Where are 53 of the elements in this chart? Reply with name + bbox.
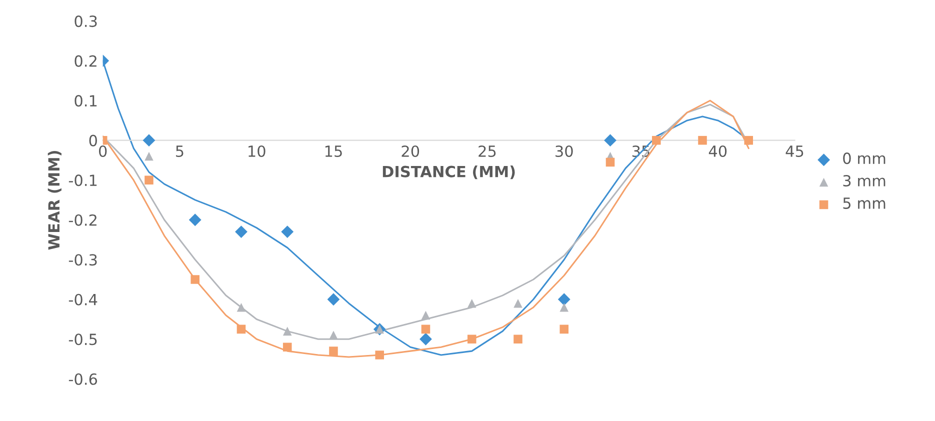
point — [142, 134, 156, 147]
point — [375, 350, 384, 360]
y-tick-label: -0.3 — [68, 254, 97, 266]
y-tick-label: 0.1 — [74, 95, 97, 107]
point — [421, 324, 430, 334]
point — [281, 226, 294, 238]
point — [606, 158, 615, 167]
legend-label: 5 mm — [843, 198, 886, 209]
y-tick-label: -0.2 — [68, 214, 96, 226]
point — [744, 136, 754, 145]
x-tick-label: 20 — [402, 145, 420, 158]
y-tick-label: 0 — [89, 134, 97, 146]
point — [236, 324, 246, 334]
point — [420, 332, 432, 346]
point — [467, 298, 476, 308]
point — [327, 293, 340, 306]
x-tick-label: 25 — [478, 145, 496, 158]
point — [190, 275, 200, 284]
x-axis-title: DISTANCE (MM) — [382, 166, 515, 180]
x-tick-label: 15 — [325, 146, 342, 158]
point — [698, 136, 707, 145]
point — [144, 152, 154, 161]
point — [144, 176, 154, 184]
point — [514, 298, 522, 308]
point — [514, 334, 522, 344]
y-tick-label: -0.4 — [68, 294, 98, 306]
point — [188, 214, 202, 226]
x-tick-label: 5 — [176, 146, 184, 158]
point — [282, 342, 292, 352]
point — [282, 326, 292, 336]
point — [235, 226, 248, 238]
y-tick-label: -0.6 — [68, 373, 98, 385]
x-tick-label: 0 — [98, 145, 107, 158]
y-tick-label: -0.5 — [68, 334, 97, 346]
y-axis-title: WEAR (MM) — [48, 151, 62, 250]
legend-label: 3 mm — [843, 174, 886, 187]
point — [236, 302, 246, 312]
point — [652, 136, 661, 145]
x-tick-label: 30 — [556, 145, 573, 158]
point — [558, 293, 570, 306]
y-tick-label: 0.3 — [74, 16, 97, 28]
x-tick-label: 45 — [786, 146, 804, 158]
point — [560, 324, 569, 334]
x-tick-label: 10 — [248, 145, 266, 158]
x-tick-label: 40 — [708, 145, 727, 158]
point — [604, 134, 616, 147]
point — [329, 346, 338, 356]
point — [421, 310, 430, 320]
y-tick-label: -0.1 — [68, 174, 97, 186]
y-tick-label: 0.2 — [74, 55, 96, 67]
point — [560, 302, 569, 312]
legend-label: 0 mm — [843, 152, 886, 164]
point — [467, 334, 476, 344]
